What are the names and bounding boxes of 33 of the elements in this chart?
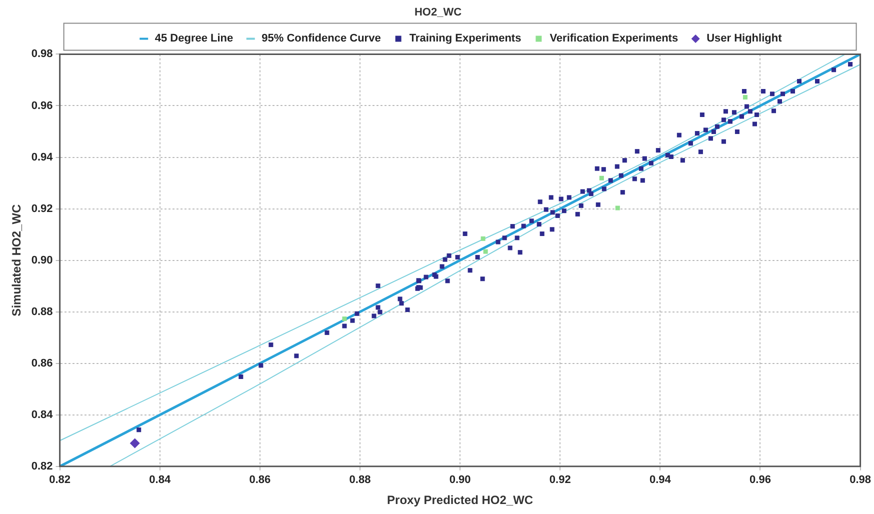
y-tick-label: 0.88 [31,306,53,318]
legend-label: Verification Experiments [550,32,678,45]
x-tick-label: 0.90 [449,474,471,486]
x-tick-label: 0.92 [549,474,571,486]
y-tick-label: 0.84 [31,408,54,421]
point [742,94,748,100]
y-tick-label: 0.96 [31,100,53,112]
y-tick-label: 0.90 [31,254,53,266]
point [130,438,140,448]
y-tick-label: 0.82 [31,460,53,472]
point [480,236,486,241]
x-tick-label: 0.96 [750,474,771,486]
legend-label: 45 Degree Line [154,32,234,45]
x-tick-label: 0.94 [649,474,672,486]
point [599,176,604,180]
x-tick-label: 0.98 [850,474,872,486]
y-tick-label: 0.86 [31,357,53,370]
legend-label: User Highlight [706,32,782,45]
y-tick-label: 0.92 [31,202,53,215]
x-tick-label: 0.88 [349,474,371,486]
point [342,316,347,322]
chart-title: HO2_WC [414,6,462,19]
x-tick-label: 0.82 [49,474,71,486]
y-tick-label: 0.98 [31,48,53,60]
point [483,249,488,254]
x-axis-title: Proxy Predicted HO2_WC [387,493,534,508]
x-tick-label: 0.84 [149,474,172,486]
y-axis-title: Simulated HO2_WC [10,204,24,316]
point [615,206,620,210]
legend-label: 95% Confidence Curve [262,32,381,45]
legend-label: Training Experiments [409,32,522,45]
x-tick-label: 0.86 [249,474,271,486]
y-tick-label: 0.94 [31,151,54,164]
